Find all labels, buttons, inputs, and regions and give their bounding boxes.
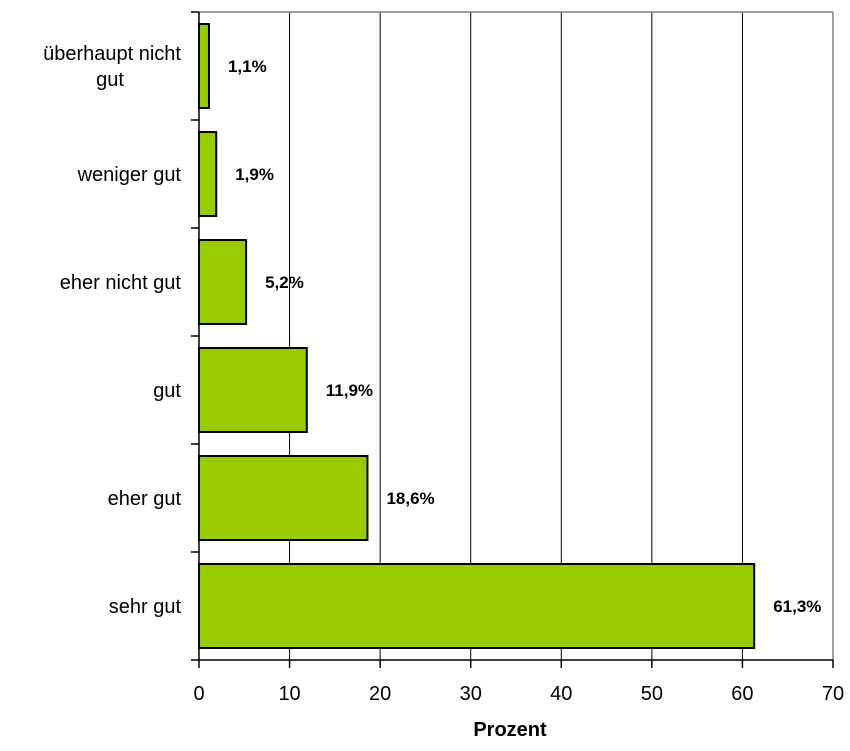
bar-2 <box>198 347 308 433</box>
bar-0 <box>198 563 756 649</box>
category-label-3: eher nicht gut <box>60 272 182 294</box>
category-label-5: überhaupt nicht <box>43 43 181 65</box>
bar-1 <box>198 455 369 541</box>
data-label-2: 11,9% <box>326 381 373 400</box>
bar-4 <box>198 131 218 217</box>
bars <box>198 23 756 649</box>
bar-3 <box>198 239 248 325</box>
x-tick-label-40: 40 <box>550 683 572 705</box>
category-label-0: sehr gut <box>109 596 182 618</box>
data-label-1: 18,6% <box>386 489 434 508</box>
data-label-3: 5,2% <box>265 273 304 292</box>
category-label-1: eher gut <box>108 488 182 510</box>
x-axis: 0 10 20 30 40 50 60 70 <box>191 11 844 705</box>
plot-frame <box>199 11 834 660</box>
data-label-4: 1,9% <box>235 165 274 184</box>
data-label-0: 61,3% <box>773 597 821 616</box>
x-axis-title: Prozent <box>473 719 547 741</box>
bar-5 <box>198 23 210 109</box>
data-labels: 61,3% 18,6% 11,9% 5,2% 1,9% 1,1% <box>228 57 821 616</box>
data-label-5: 1,1% <box>228 57 267 76</box>
x-tick-label-30: 30 <box>460 683 482 705</box>
x-tick-label-0: 0 <box>193 683 204 705</box>
category-labels: sehr gut eher gut gut eher nicht gut weniger… <box>43 43 181 618</box>
category-label-2: gut <box>153 380 181 402</box>
x-tick-label-10: 10 <box>278 683 300 705</box>
x-tick-label-70: 70 <box>822 683 844 705</box>
category-label-4: weniger gut <box>77 164 182 186</box>
x-tick-label-20: 20 <box>369 683 391 705</box>
gridlines <box>289 12 743 660</box>
x-tick-label-60: 60 <box>731 683 753 705</box>
category-label-5-line2: gut <box>96 69 124 91</box>
x-tick-label-50: 50 <box>641 683 663 705</box>
